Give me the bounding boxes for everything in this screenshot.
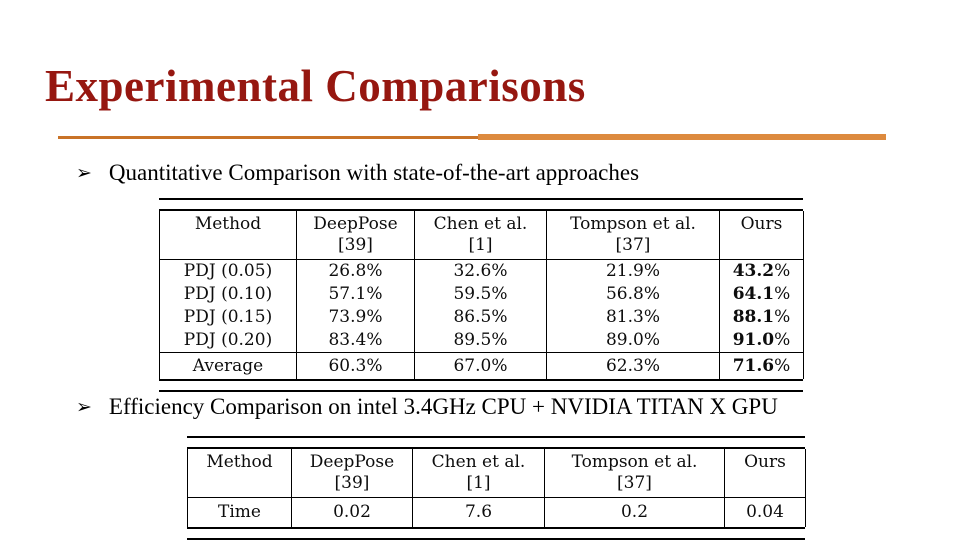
table-row: PDJ (0.10) 57.1% 59.5% 56.8% 64.1% xyxy=(159,283,804,306)
cell-value: 21.9% xyxy=(546,259,720,283)
bullet-quantitative: ➢ Quantitative Comparison with state-of-… xyxy=(76,160,639,186)
row-label: Time xyxy=(187,497,292,527)
cell-value: 43.2% xyxy=(719,259,804,283)
cell-value: 7.6 xyxy=(412,497,545,527)
arrow-bullet-icon: ➢ xyxy=(76,396,92,418)
cell-value: 71.6% xyxy=(719,352,804,379)
cell-value: 57.1% xyxy=(296,283,415,306)
comparison-table: Method DeepPose [39] Chen et al. [1] Tompson … xyxy=(159,211,804,379)
cell-value: 91.0% xyxy=(719,329,804,353)
column-header: Tompson et al. [37] xyxy=(546,211,720,260)
table-top-rule xyxy=(159,198,803,211)
cell-value: 81.3% xyxy=(546,306,720,329)
column-header: DeepPose [39] xyxy=(291,449,413,498)
bullet-efficiency: ➢ Efficiency Comparison on intel 3.4GHz … xyxy=(76,394,778,420)
column-header: Tompson et al. [37] xyxy=(544,449,725,498)
cell-value: 62.3% xyxy=(546,352,720,379)
column-header: Method xyxy=(159,211,297,260)
column-header: Method xyxy=(187,449,292,498)
page-title: Experimental Comparisons xyxy=(45,61,586,111)
cell-value: 67.0% xyxy=(414,352,547,379)
cell-value: 86.5% xyxy=(414,306,547,329)
cell-value: 89.0% xyxy=(546,329,720,353)
bullet-text: Efficiency Comparison on intel 3.4GHz CP… xyxy=(108,394,778,419)
cell-value: 88.1% xyxy=(719,306,804,329)
cell-value: 89.5% xyxy=(414,329,547,353)
row-label: PDJ (0.05) xyxy=(159,259,297,283)
cell-value: 0.04 xyxy=(724,497,806,527)
cell-value: 59.5% xyxy=(414,283,547,306)
arrow-bullet-icon: ➢ xyxy=(76,162,92,184)
table-quantitative-comparison: Method DeepPose [39] Chen et al. [1] Tompson … xyxy=(159,198,804,392)
column-header: Ours xyxy=(724,449,806,498)
column-header: DeepPose [39] xyxy=(296,211,415,260)
cell-value: 60.3% xyxy=(296,352,415,379)
cell-value: 56.8% xyxy=(546,283,720,306)
column-header: Chen et al. [1] xyxy=(414,211,547,260)
table-bottom-rule xyxy=(187,527,805,540)
table-header-row: Method DeepPose [39] Chen et al. [1] Tompson … xyxy=(187,449,806,498)
table-row: PDJ (0.20) 83.4% 89.5% 89.0% 91.0% xyxy=(159,329,804,353)
comparison-table: Method DeepPose [39] Chen et al. [1] Tompson … xyxy=(187,449,806,527)
column-header: Ours xyxy=(719,211,804,260)
cell-value: 0.02 xyxy=(291,497,413,527)
row-label: Average xyxy=(159,352,297,379)
table-row: Time 0.02 7.6 0.2 0.04 xyxy=(187,497,806,527)
table-efficiency-comparison: Method DeepPose [39] Chen et al. [1] Tompson … xyxy=(187,436,806,540)
cell-value: 26.8% xyxy=(296,259,415,283)
column-header: Chen et al. [1] xyxy=(412,449,545,498)
table-bottom-rule xyxy=(159,379,803,392)
bullet-text: Quantitative Comparison with state-of-th… xyxy=(108,160,640,185)
accent-underline-thick xyxy=(478,134,886,140)
table-header-row: Method DeepPose [39] Chen et al. [1] Tompson … xyxy=(159,211,804,260)
row-label: PDJ (0.15) xyxy=(159,306,297,329)
table-top-rule xyxy=(187,436,805,449)
table-row: PDJ (0.15) 73.9% 86.5% 81.3% 88.1% xyxy=(159,306,804,329)
table-row: Average 60.3% 67.0% 62.3% 71.6% xyxy=(159,352,804,379)
cell-value: 0.2 xyxy=(544,497,725,527)
table-row: PDJ (0.05) 26.8% 32.6% 21.9% 43.2% xyxy=(159,259,804,283)
cell-value: 32.6% xyxy=(414,259,547,283)
row-label: PDJ (0.10) xyxy=(159,283,297,306)
row-label: PDJ (0.20) xyxy=(159,329,297,353)
cell-value: 73.9% xyxy=(296,306,415,329)
cell-value: 83.4% xyxy=(296,329,415,353)
cell-value: 64.1% xyxy=(719,283,804,306)
accent-underline-thin xyxy=(58,136,490,139)
